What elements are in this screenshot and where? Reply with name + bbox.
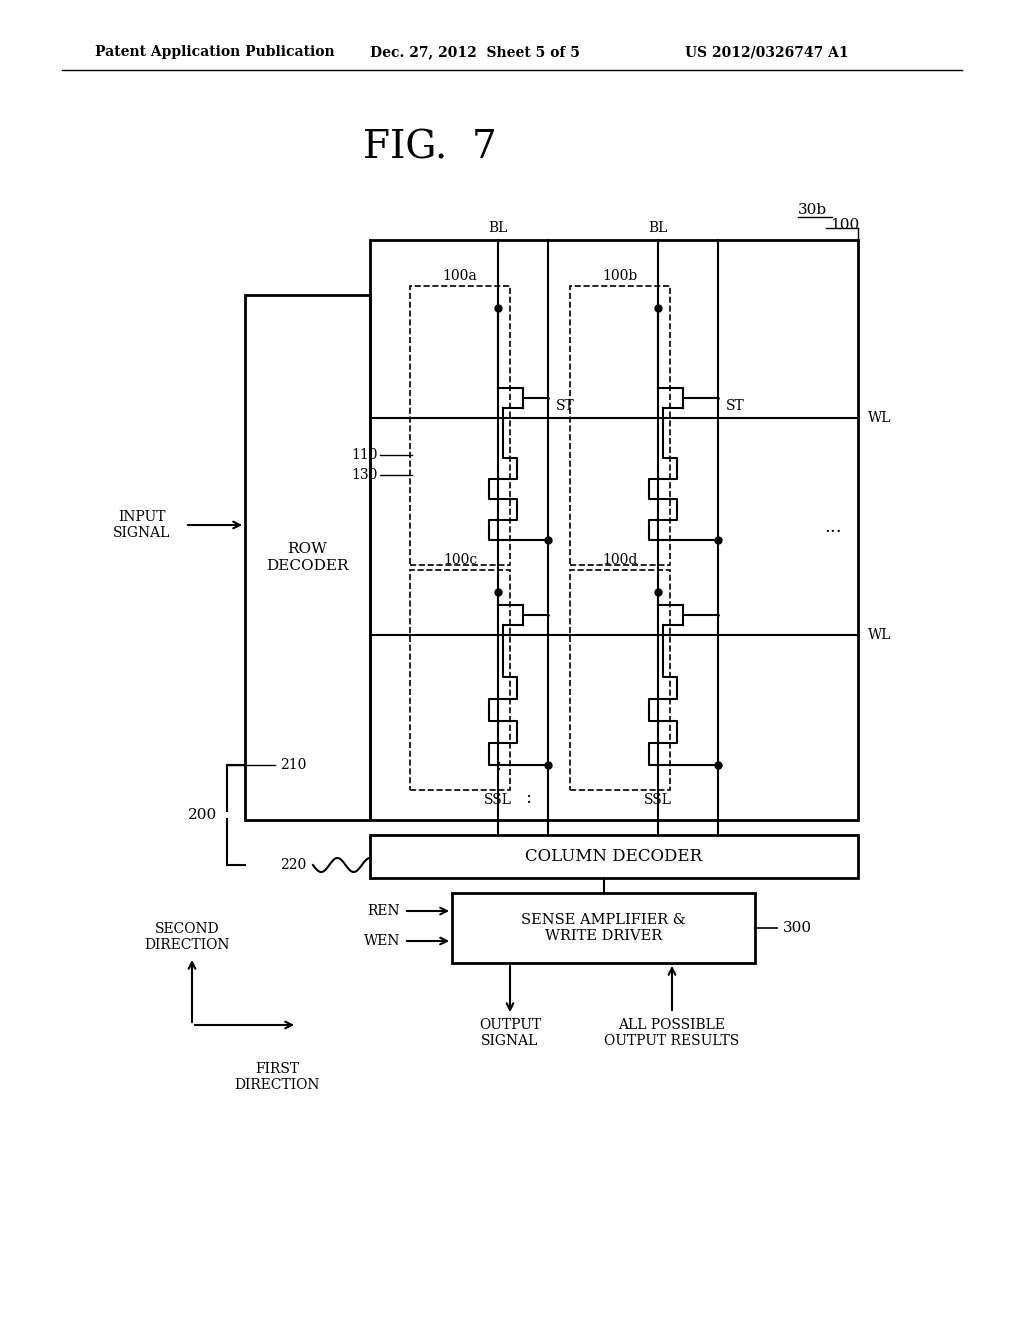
Text: 100: 100 — [830, 218, 859, 232]
Text: ALL POSSIBLE
OUTPUT RESULTS: ALL POSSIBLE OUTPUT RESULTS — [604, 1018, 739, 1048]
Text: 220: 220 — [280, 858, 306, 873]
Text: US 2012/0326747 A1: US 2012/0326747 A1 — [685, 45, 849, 59]
Bar — [410, 286, 510, 565]
Bar — [410, 570, 510, 789]
Text: SENSE AMPLIFIER &
WRITE DRIVER: SENSE AMPLIFIER & WRITE DRIVER — [521, 913, 686, 942]
Text: 30b: 30b — [798, 203, 827, 216]
Bar — [370, 240, 858, 820]
Text: 100b: 100b — [602, 269, 638, 282]
Text: 300: 300 — [783, 921, 812, 935]
Text: 130: 130 — [351, 469, 378, 482]
Text: FIG.  7: FIG. 7 — [364, 129, 497, 166]
Text: 110: 110 — [351, 447, 378, 462]
Text: SSL: SSL — [644, 793, 672, 807]
Text: WEN: WEN — [364, 935, 400, 948]
Text: SSL: SSL — [484, 793, 512, 807]
Text: :: : — [495, 756, 501, 774]
Bar — [245, 294, 370, 820]
Text: REN: REN — [368, 904, 400, 917]
Text: WL: WL — [868, 628, 892, 642]
Text: 100a: 100a — [442, 269, 477, 282]
Text: 100c: 100c — [442, 553, 477, 568]
Text: ROW
DECODER: ROW DECODER — [266, 543, 349, 573]
Text: 210: 210 — [280, 758, 306, 772]
Text: 100d: 100d — [602, 553, 638, 568]
Text: INPUT
SIGNAL: INPUT SIGNAL — [114, 510, 171, 540]
Text: :: : — [525, 789, 531, 807]
Bar — [452, 894, 755, 964]
Bar — [570, 286, 670, 565]
Bar — [570, 570, 670, 789]
Text: ST: ST — [556, 399, 574, 413]
Bar — [370, 836, 858, 878]
Text: WL: WL — [868, 411, 892, 425]
Text: OUTPUT
SIGNAL: OUTPUT SIGNAL — [479, 1018, 541, 1048]
Text: BL: BL — [648, 220, 668, 235]
Text: ...: ... — [824, 517, 842, 536]
Text: COLUMN DECODER: COLUMN DECODER — [525, 847, 702, 865]
Text: BL: BL — [488, 220, 508, 235]
Text: FIRST
DIRECTION: FIRST DIRECTION — [234, 1061, 319, 1092]
Text: 200: 200 — [187, 808, 217, 822]
Text: Patent Application Publication: Patent Application Publication — [95, 45, 335, 59]
Text: SECOND
DIRECTION: SECOND DIRECTION — [144, 921, 229, 952]
Text: ST: ST — [726, 399, 744, 413]
Text: Dec. 27, 2012  Sheet 5 of 5: Dec. 27, 2012 Sheet 5 of 5 — [370, 45, 580, 59]
